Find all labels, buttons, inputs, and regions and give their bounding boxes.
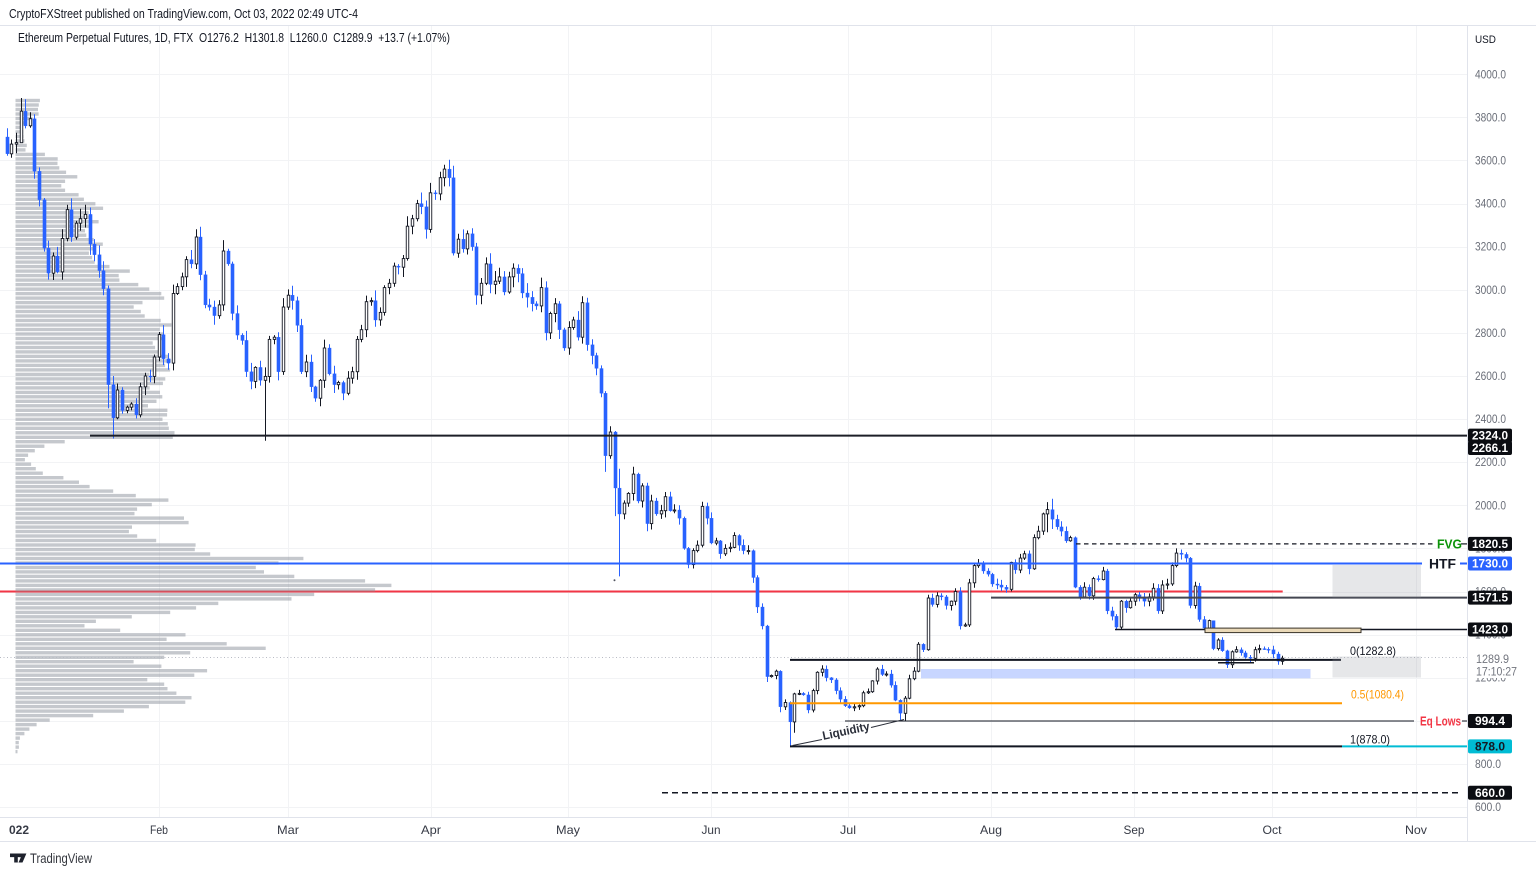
svg-text:1423.0: 1423.0 xyxy=(1472,625,1508,637)
svg-text:FVG: FVG xyxy=(1437,537,1462,551)
svg-text:Feb: Feb xyxy=(150,823,168,837)
svg-text:0.5(1080.4): 0.5(1080.4) xyxy=(1351,688,1404,702)
svg-text:1571.5: 1571.5 xyxy=(1472,593,1509,605)
svg-text:800.0: 800.0 xyxy=(1475,759,1501,771)
svg-text:Oct: Oct xyxy=(1263,823,1283,837)
svg-text:994.4: 994.4 xyxy=(1475,716,1506,728)
svg-text:USD: USD xyxy=(1475,34,1496,46)
svg-text:2266.1: 2266.1 xyxy=(1472,443,1509,455)
svg-text:3600.0: 3600.0 xyxy=(1475,156,1506,168)
svg-text:TradingView: TradingView xyxy=(30,851,92,866)
svg-text:1289.9: 1289.9 xyxy=(1476,654,1509,666)
svg-text:022: 022 xyxy=(9,823,29,837)
svg-text:1(878.0): 1(878.0) xyxy=(1350,733,1390,747)
svg-text:2400.0: 2400.0 xyxy=(1475,414,1506,426)
svg-text:600.0: 600.0 xyxy=(1475,802,1501,814)
svg-text:2800.0: 2800.0 xyxy=(1475,328,1506,340)
svg-text:Aug: Aug xyxy=(980,823,1002,837)
svg-text:2200.0: 2200.0 xyxy=(1475,457,1506,469)
svg-text:2600.0: 2600.0 xyxy=(1475,371,1506,383)
svg-text:4000.0: 4000.0 xyxy=(1475,69,1506,81)
svg-text:Jun: Jun xyxy=(702,823,721,837)
svg-text:Sep: Sep xyxy=(1124,823,1145,837)
svg-text:2324.0: 2324.0 xyxy=(1472,431,1508,443)
svg-text:Mar: Mar xyxy=(277,823,299,837)
svg-text:Jul: Jul xyxy=(840,823,856,837)
svg-text:3400.0: 3400.0 xyxy=(1475,199,1506,211)
svg-text:3200.0: 3200.0 xyxy=(1475,242,1506,254)
svg-text:HTF: HTF xyxy=(1429,556,1456,572)
svg-text:Eq Lows: Eq Lows xyxy=(1420,715,1461,729)
svg-text:1730.0: 1730.0 xyxy=(1472,559,1508,571)
svg-text:May: May xyxy=(556,823,580,837)
svg-text:1820.5: 1820.5 xyxy=(1472,539,1509,551)
svg-text:3800.0: 3800.0 xyxy=(1475,112,1506,124)
svg-text:660.0: 660.0 xyxy=(1475,788,1505,800)
svg-text:Apr: Apr xyxy=(421,823,441,837)
svg-text:0(1282.8): 0(1282.8) xyxy=(1350,644,1396,658)
svg-text:878.0: 878.0 xyxy=(1475,741,1505,753)
svg-text:3000.0: 3000.0 xyxy=(1475,285,1506,297)
svg-text:Nov: Nov xyxy=(1405,823,1427,837)
svg-text:CryptoFXStreet published on Tr: CryptoFXStreet published on TradingView.… xyxy=(9,7,358,21)
svg-text:17:10:27: 17:10:27 xyxy=(1476,667,1517,679)
svg-text:Ethereum Perpetual Futures, 1D: Ethereum Perpetual Futures, 1D, FTX O127… xyxy=(18,31,450,45)
svg-text:2000.0: 2000.0 xyxy=(1475,500,1506,512)
